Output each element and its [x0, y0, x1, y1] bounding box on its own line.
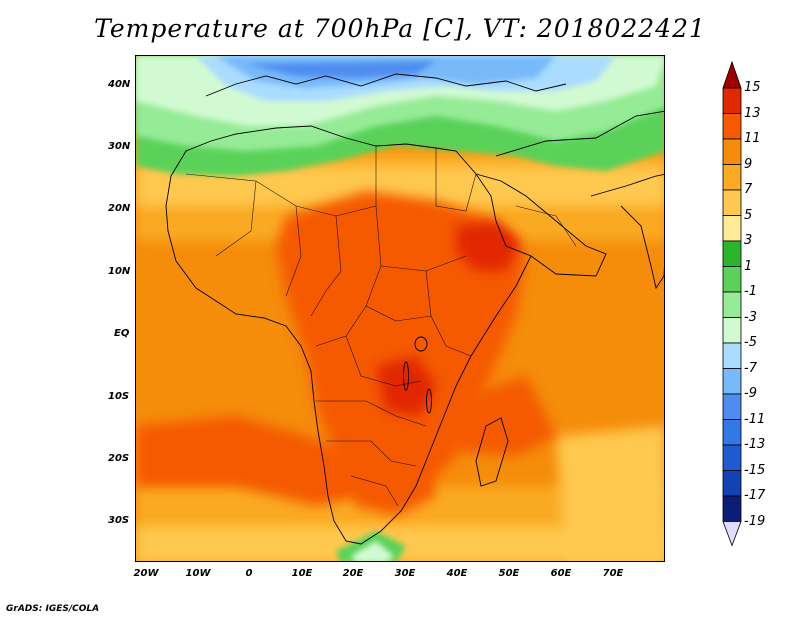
field-band-neg9	[246, 61, 436, 78]
credit-label: GrADS: IGES/COLA	[6, 604, 100, 614]
field-band-11-southern	[346, 446, 436, 516]
lon-label-30e: 30E	[394, 568, 416, 579]
colorbar-label: -13	[744, 437, 766, 452]
colorbar-label: -19	[744, 513, 766, 529]
lat-label-10s: 10S	[108, 391, 130, 402]
colorbar-swatch	[722, 470, 742, 497]
colorbar-swatch	[722, 113, 742, 140]
field-band-neg3-south-tip	[351, 541, 394, 561]
country-borders	[185, 146, 577, 507]
colorbar-label: -1	[744, 284, 757, 299]
field-band-5-southeast	[556, 426, 664, 561]
lon-label-40e: 40E	[446, 568, 468, 579]
colorbar-label: -11	[744, 411, 766, 427]
lat-label-eq: EQ	[114, 328, 130, 339]
lon-label-0: 0	[245, 568, 253, 579]
colorbar-arrow-bottom	[722, 521, 742, 547]
coastlines	[165, 73, 664, 545]
colorbar-label: 1	[744, 258, 753, 274]
field-band-11-atlantic	[136, 416, 366, 506]
lon-label-60e: 60E	[550, 568, 572, 579]
lon-label-20e: 20E	[342, 568, 364, 579]
field-band-13-ethiopia	[456, 221, 521, 271]
lon-label-70e: 70E	[602, 568, 624, 579]
temperature-field	[136, 56, 664, 561]
field-band-13-kenya	[376, 356, 436, 416]
map-title: Temperature at 700hPa [C], VT: 201802242…	[94, 14, 706, 43]
colorbar	[722, 60, 742, 547]
colorbar-swatch	[722, 368, 742, 395]
colorbar-label: 9	[744, 156, 753, 172]
lat-label-30n: 30N	[108, 141, 131, 152]
colorbar-swatch	[722, 189, 742, 216]
colorbar-swatch	[722, 266, 742, 293]
colorbar-swatch	[722, 342, 742, 369]
colorbar-label: -15	[744, 462, 766, 478]
colorbar-label: 15	[744, 80, 761, 95]
colorbar-swatch	[722, 444, 742, 471]
colorbar-label: 5	[744, 207, 753, 223]
colorbar-label: -5	[744, 335, 757, 350]
colorbar-label: 11	[744, 131, 761, 146]
colorbar-swatch	[722, 138, 742, 165]
colorbar-label: -9	[744, 386, 757, 401]
lon-label-50e: 50E	[498, 568, 520, 579]
colorbar-label: 7	[744, 182, 753, 197]
lat-label-40n: 40N	[108, 79, 131, 90]
colorbar-swatch	[722, 215, 742, 242]
colorbar-swatch	[722, 393, 742, 420]
lon-label-20w: 20W	[133, 568, 159, 579]
colorbar-label: -7	[744, 360, 757, 376]
colorbar-swatch	[722, 240, 742, 267]
colorbar-label: 3	[744, 233, 753, 248]
colorbar-label: -17	[744, 488, 766, 503]
lat-label-20n: 20N	[108, 203, 131, 214]
field-band-11-indian	[436, 376, 556, 456]
lon-label-10e: 10E	[291, 568, 313, 579]
lakes	[403, 336, 432, 414]
colorbar-label: -3	[744, 309, 757, 325]
colorbar-swatch	[722, 495, 742, 522]
colorbar-arrow-top	[722, 60, 742, 89]
colorbar-swatch	[722, 317, 742, 344]
colorbar-swatch	[722, 87, 742, 114]
lon-label-10w: 10W	[185, 568, 211, 579]
lat-label-30s: 30S	[108, 515, 130, 526]
colorbar-swatch	[722, 164, 742, 191]
temperature-map	[135, 55, 665, 562]
colorbar-swatch	[722, 291, 742, 318]
colorbar-swatch	[722, 419, 742, 446]
lat-label-10n: 10N	[108, 266, 131, 277]
colorbar-label: 13	[744, 105, 761, 121]
lat-label-20s: 20S	[108, 453, 130, 464]
